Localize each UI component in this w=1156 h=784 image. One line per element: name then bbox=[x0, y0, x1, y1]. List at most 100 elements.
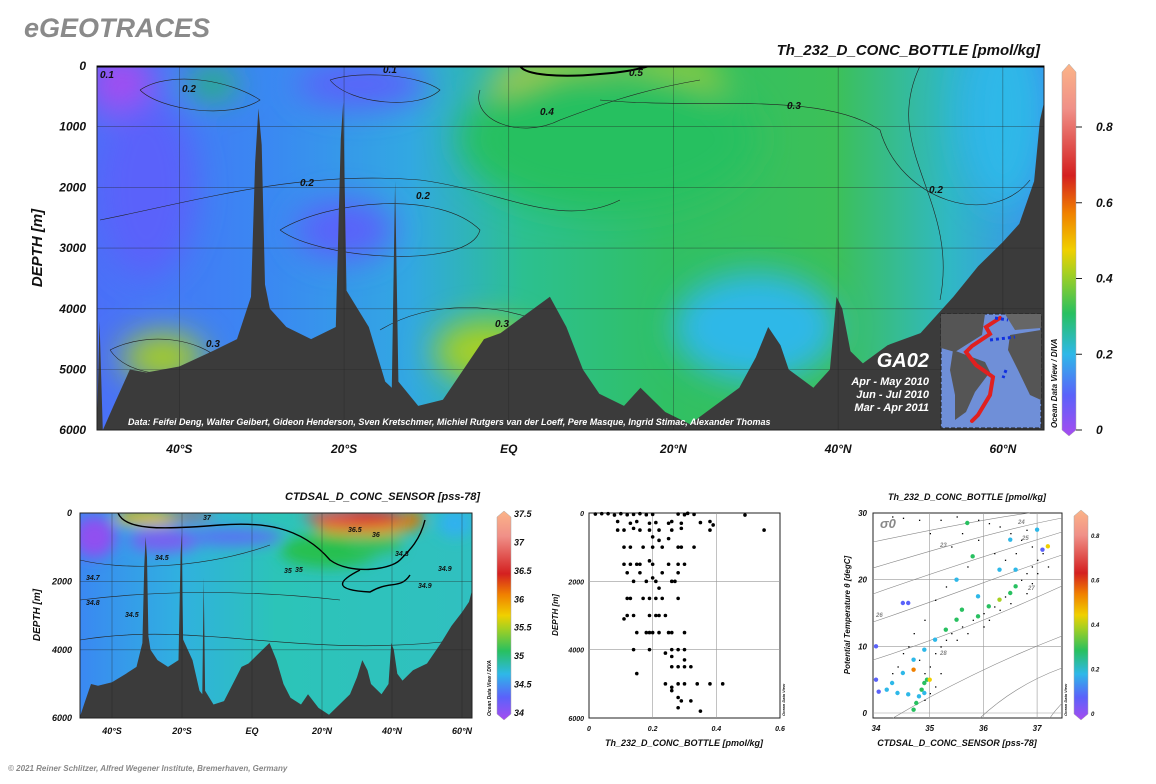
salinity-field-blob bbox=[402, 513, 424, 528]
section-name: GA02 bbox=[877, 350, 929, 372]
ts-colored-point bbox=[889, 680, 895, 686]
ts-colored-point bbox=[970, 554, 975, 559]
ts-colored-point bbox=[959, 607, 965, 612]
profile-data-point bbox=[663, 613, 668, 618]
profile-data-point bbox=[669, 654, 674, 659]
profile-data-point bbox=[657, 630, 661, 635]
ts-black-point bbox=[956, 516, 958, 518]
profile-data-point bbox=[666, 536, 671, 541]
salinity-contour-label: 36.5 bbox=[348, 527, 362, 534]
ts-colored-point bbox=[876, 689, 881, 694]
ts-colorbar-tick: 0.6 bbox=[1091, 579, 1100, 585]
ts-black-point bbox=[913, 633, 915, 635]
salinity-colorbar-tick: 35.5 bbox=[514, 623, 533, 633]
profile-data-point bbox=[698, 520, 703, 525]
main-lat-tick: 40°N bbox=[824, 442, 852, 456]
field-blob bbox=[459, 66, 756, 212]
ts-black-point bbox=[935, 686, 937, 688]
main-depth-tick: 5000 bbox=[59, 363, 86, 377]
profile-data-point bbox=[631, 512, 636, 517]
profile-data-point bbox=[644, 579, 649, 584]
main-depth-tick: 4000 bbox=[58, 302, 86, 316]
profile-data-point bbox=[679, 699, 684, 703]
ts-colored-point bbox=[900, 670, 906, 676]
profile-data-point bbox=[679, 545, 684, 549]
ts-black-point bbox=[1015, 553, 1017, 555]
ts-colored-point bbox=[1034, 527, 1040, 532]
data-credits: Data: Feifei Deng, Walter Geibert, Gideo… bbox=[128, 417, 771, 427]
ts-colored-point bbox=[916, 694, 922, 699]
profile-x-tick: 0 bbox=[587, 726, 591, 733]
profile-data-point bbox=[644, 512, 649, 517]
profile-data-point bbox=[666, 562, 671, 567]
sigma-label: 23 bbox=[939, 543, 947, 549]
main-depth-tick: 6000 bbox=[59, 423, 86, 437]
ts-colored-point bbox=[919, 687, 924, 692]
main-contour-labels: 0.1 0.2 0.1 0.5 0.4 0.3 0.2 0.2 0.2 0.3 0.3 bbox=[100, 65, 943, 350]
contour-label: 0.3 bbox=[495, 319, 509, 330]
profile-data-point bbox=[657, 586, 661, 590]
contour-label: 0.2 bbox=[929, 185, 943, 196]
profile-data-point bbox=[682, 658, 687, 662]
salinity-field-blob bbox=[185, 528, 284, 546]
salinity-contour-label: 34.5 bbox=[125, 612, 139, 619]
ts-black-point bbox=[978, 539, 980, 541]
profile-data-point bbox=[666, 521, 671, 526]
map-africa bbox=[1008, 330, 1041, 400]
profile-y-tick: 6000 bbox=[568, 716, 584, 723]
ts-black-point bbox=[924, 699, 926, 701]
profile-data-point bbox=[634, 562, 639, 567]
ts-black-point bbox=[1010, 533, 1012, 535]
profile-data-point bbox=[628, 521, 633, 526]
map-track-red bbox=[963, 316, 1002, 423]
profile-data-point bbox=[669, 519, 674, 524]
profile-data-point bbox=[628, 545, 633, 549]
profile-data-point bbox=[634, 630, 639, 635]
profile-data-point bbox=[682, 664, 687, 669]
sigma-label: 25 bbox=[1021, 536, 1029, 542]
salinity-colorbar-tick: 37.5 bbox=[514, 509, 533, 519]
ts-x-tick: 34 bbox=[872, 724, 881, 733]
ts-xlabel: CTDSAL_D_CONC_SENSOR [pss-78] bbox=[877, 738, 1038, 748]
ts-colored-point bbox=[997, 597, 1002, 602]
salinity-bathymetry bbox=[80, 533, 472, 718]
profile-xlabel: Th_232_D_CONC_BOTTLE [pmol/kg] bbox=[605, 738, 764, 748]
ts-black-point bbox=[1026, 573, 1028, 575]
sigma-label: 26 bbox=[875, 613, 883, 619]
profile-data-point bbox=[669, 579, 674, 584]
ts-black-point bbox=[918, 519, 921, 521]
profile-y-tick: 4000 bbox=[567, 648, 584, 655]
main-depth-tick: 0 bbox=[79, 59, 86, 73]
contour-label: 0.2 bbox=[300, 178, 314, 189]
sigma-isopycnals bbox=[872, 512, 1063, 719]
profile-data-point bbox=[669, 664, 674, 669]
profile-data-point bbox=[673, 579, 677, 584]
ts-black-point bbox=[1004, 559, 1007, 561]
ts-black-point bbox=[967, 633, 969, 635]
main-depth-tick: 3000 bbox=[59, 241, 86, 255]
main-colorbar: 0 0.2 0.4 0.6 0.8 bbox=[1061, 63, 1113, 437]
contour-label: 0.1 bbox=[383, 65, 397, 76]
profile-data-point bbox=[692, 512, 696, 517]
ts-colorbar-tick: 0 bbox=[1091, 712, 1095, 718]
salinity-contour-label: 34.8 bbox=[86, 600, 100, 607]
ts-colored-point bbox=[873, 644, 879, 649]
profile-data-point bbox=[625, 613, 629, 618]
profile-data-point bbox=[676, 570, 680, 575]
ts-black-point bbox=[1020, 539, 1023, 541]
ts-black-point bbox=[999, 609, 1001, 611]
contour-label: 0.3 bbox=[787, 101, 801, 112]
salinity-contour-label: 34.8 bbox=[395, 551, 409, 558]
main-bathymetry bbox=[97, 102, 1044, 430]
main-section-plot: Th_232_D_CONC_BOTTLE [pmol/kg] 0.10.20.1… bbox=[29, 42, 1113, 456]
main-odv-label: Ocean Data View / DIVA bbox=[1050, 338, 1059, 428]
ts-black-point bbox=[988, 523, 991, 525]
ts-diagram-plot: Th_232_D_CONC_BOTTLE [pmol/kg] 23 24 25 26 2… bbox=[843, 492, 1100, 748]
salinity-colorbar: 34 34.5 35 35.5 36 36.5 37 37.5 bbox=[496, 509, 533, 721]
ts-colorbar-tick: 0.8 bbox=[1091, 534, 1100, 540]
profile-data-point bbox=[676, 596, 680, 601]
ts-colored-point bbox=[1008, 590, 1013, 596]
salinity-depth-tick: 2000 bbox=[51, 576, 72, 586]
main-lat-tick: EQ bbox=[500, 442, 518, 456]
ts-black-point bbox=[924, 619, 926, 621]
